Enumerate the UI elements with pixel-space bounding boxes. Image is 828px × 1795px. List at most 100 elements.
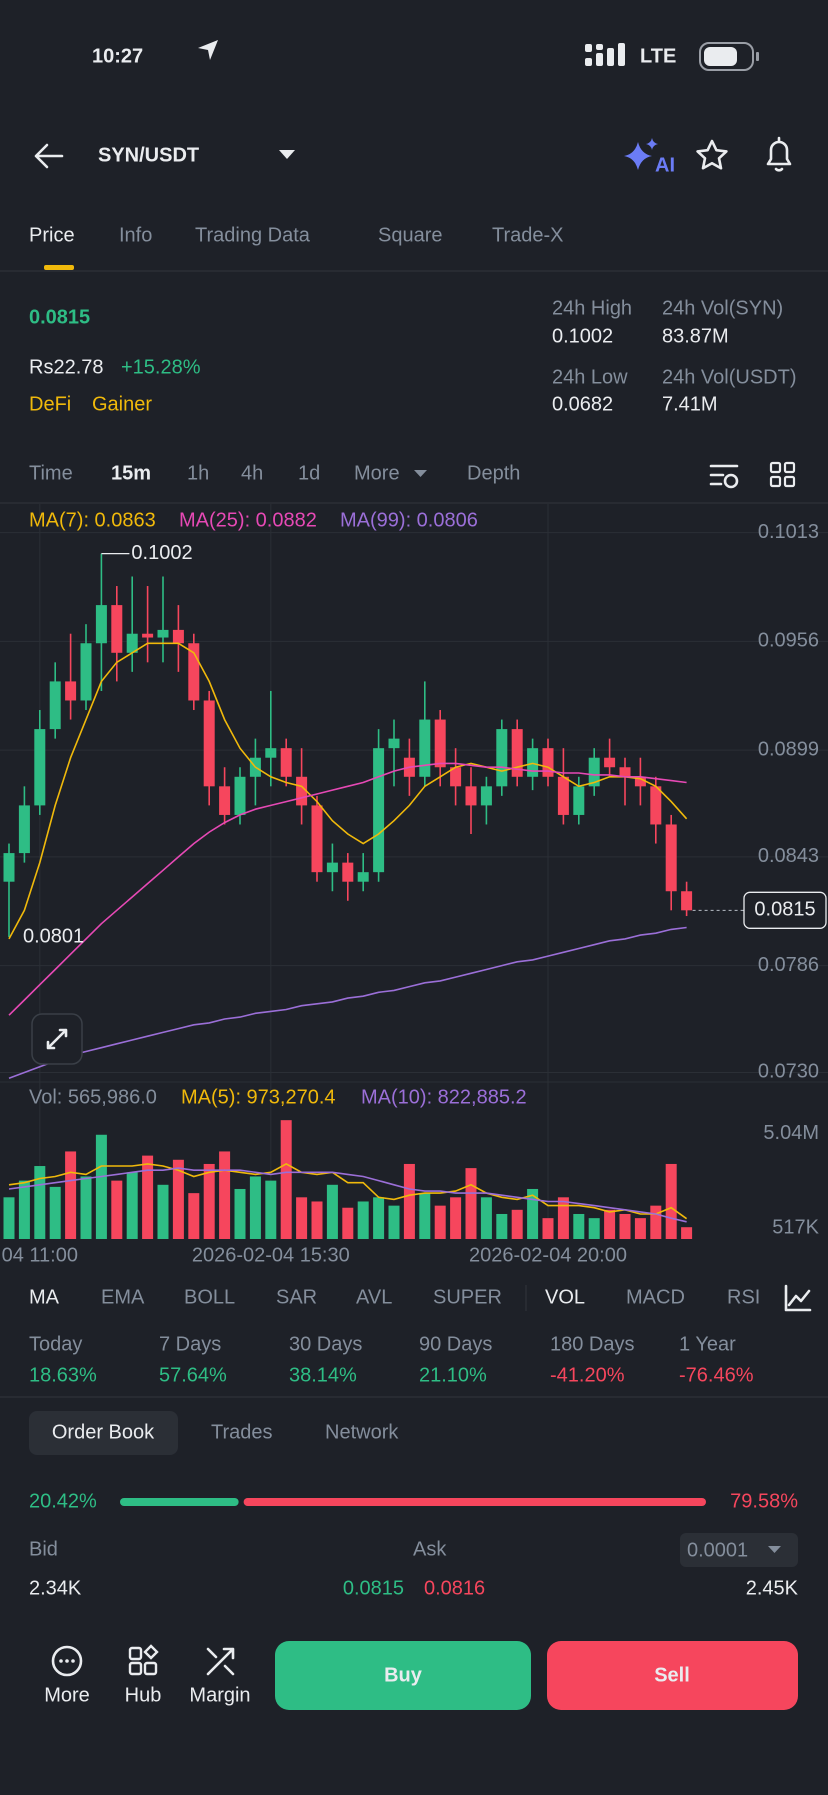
sell-label[interactable]: Sell	[654, 1664, 690, 1686]
precision[interactable]: 0.0001	[687, 1539, 748, 1561]
layout-button-part	[783, 461, 796, 474]
timeframe[interactable]: 1h	[187, 462, 209, 484]
volume-bar	[542, 1218, 554, 1239]
network-type: LTE	[640, 45, 676, 67]
chart-settings-button-part	[709, 464, 739, 486]
volume-bar	[95, 1134, 107, 1239]
volume-bar	[172, 1159, 184, 1239]
candle-body	[681, 891, 693, 911]
chart-settings-button[interactable]	[709, 464, 739, 489]
x-tick-label: 04 11:00	[2, 1244, 78, 1266]
favorite-button[interactable]	[696, 139, 728, 170]
sell-button[interactable]	[547, 1641, 798, 1710]
candle-body	[80, 643, 92, 701]
volume-bar	[480, 1197, 492, 1239]
signal-icon-part	[596, 53, 603, 66]
volume-tick-label: 517K	[772, 1217, 819, 1239]
pair-caret[interactable]	[279, 150, 295, 159]
more-button-part	[71, 1659, 75, 1663]
clock: 10:27	[92, 45, 143, 67]
stat-label: 24h Vol(USDT)	[662, 366, 797, 388]
period-label: 30 Days	[289, 1333, 362, 1355]
margin-button[interactable]	[206, 1647, 235, 1676]
bottom-label[interactable]: More	[44, 1684, 90, 1706]
volume-bar	[588, 1218, 600, 1239]
indicator[interactable]: EMA	[101, 1286, 145, 1308]
book-tab[interactable]: Network	[325, 1421, 399, 1443]
tab[interactable]: Trading Data	[195, 224, 311, 246]
buy-button[interactable]	[275, 1641, 531, 1710]
period-change: 57.64%	[159, 1364, 227, 1386]
y-tick-label: 0.0786	[758, 954, 819, 976]
more-button-part	[59, 1659, 63, 1663]
precision-caret[interactable]	[768, 1546, 781, 1553]
expand-button[interactable]	[31, 1013, 83, 1065]
timeframe[interactable]: 4h	[241, 462, 263, 484]
volume-ma-line	[8, 1162, 688, 1220]
timeframe[interactable]: 1d	[298, 462, 320, 484]
timeframe[interactable]: 15m	[111, 462, 151, 484]
ai-button[interactable]: AI	[624, 138, 675, 176]
indicator[interactable]: SAR	[276, 1286, 317, 1308]
volume-bar	[527, 1188, 539, 1239]
candle-body	[357, 872, 369, 882]
timeframe[interactable]: More	[354, 462, 400, 484]
timeframe[interactable]: Time	[29, 462, 73, 484]
layout-button-part	[769, 461, 782, 474]
bottom-label[interactable]: Hub	[125, 1684, 162, 1706]
indicator[interactable]: SUPER	[433, 1286, 502, 1308]
timeframe[interactable]: Depth	[467, 462, 520, 484]
volume-bar	[203, 1163, 215, 1239]
volume-bar	[342, 1207, 354, 1239]
indicator[interactable]: MA	[29, 1286, 60, 1308]
y-tick-label: 0.0956	[758, 630, 819, 652]
volume-bar	[665, 1163, 677, 1239]
book-tab[interactable]: Trades	[211, 1421, 273, 1443]
stat-value: 0.1002	[552, 325, 613, 347]
alert-button-part	[766, 136, 792, 172]
alert-button[interactable]	[766, 136, 792, 172]
hub-button-part	[128, 1661, 143, 1676]
tab[interactable]: Trade-X	[492, 224, 564, 246]
ai-button-part	[646, 138, 658, 150]
indicator[interactable]: VOL	[545, 1286, 585, 1308]
back-button[interactable]	[34, 143, 64, 169]
tab[interactable]: Square	[378, 224, 443, 246]
indicator-settings-button[interactable]	[784, 1284, 812, 1312]
candle-body	[326, 862, 338, 873]
ma-line	[8, 762, 687, 1016]
precision-box[interactable]	[680, 1533, 798, 1567]
candle-body	[296, 776, 308, 806]
candle-body	[434, 719, 446, 768]
tab[interactable]: Price	[29, 224, 75, 246]
tab[interactable]: Info	[119, 224, 152, 246]
layout-button[interactable]	[769, 461, 796, 488]
volume-bar	[126, 1172, 138, 1239]
candle-body	[234, 776, 246, 815]
candle-body	[650, 786, 662, 825]
hub-button[interactable]	[128, 1644, 159, 1676]
indicator[interactable]: RSI	[727, 1286, 760, 1308]
indicator[interactable]: BOLL	[184, 1286, 235, 1308]
indicator[interactable]: AVL	[356, 1286, 392, 1308]
volume-tick-label: 5.04M	[763, 1122, 819, 1144]
pair-selector[interactable]: SYN/USDT	[98, 144, 199, 166]
signal-icon-part	[585, 44, 592, 52]
y-tick-label: 0.1013	[758, 521, 819, 543]
indicator[interactable]: MACD	[626, 1286, 685, 1308]
bottom-label[interactable]: Margin	[189, 1684, 250, 1706]
candle-body	[604, 757, 616, 768]
period-label: 7 Days	[159, 1333, 221, 1355]
candle-body	[542, 748, 554, 777]
buy-label[interactable]: Buy	[384, 1664, 423, 1686]
tag[interactable]: DeFi	[29, 393, 71, 415]
location-icon	[198, 40, 218, 60]
candle-body	[557, 776, 569, 815]
more-button[interactable]	[51, 1645, 83, 1677]
ask-amount: 2.45K	[746, 1577, 799, 1599]
more-button-part	[51, 1645, 83, 1677]
tag[interactable]: Gainer	[92, 393, 152, 415]
more-caret[interactable]	[414, 470, 427, 477]
book-tab[interactable]: Order Book	[52, 1421, 155, 1443]
volume-bar	[265, 1180, 277, 1239]
